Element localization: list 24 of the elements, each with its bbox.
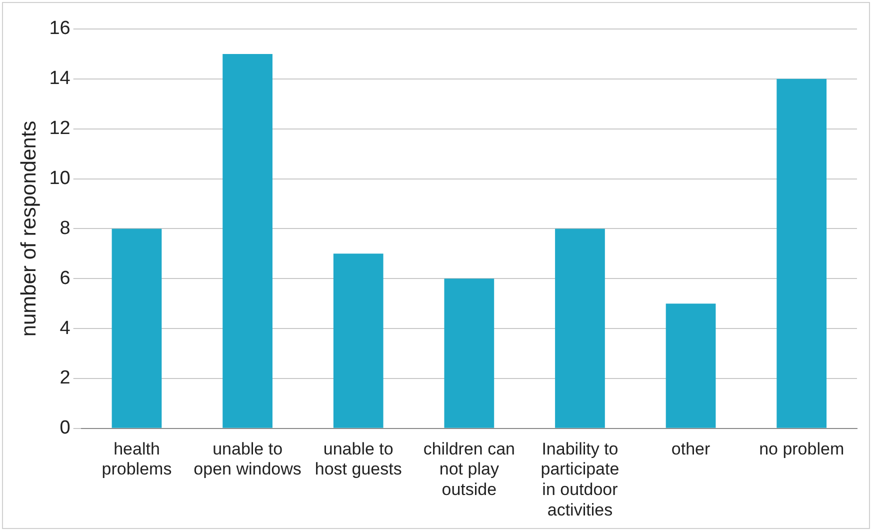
bar bbox=[112, 228, 162, 428]
x-tick-label: no problem bbox=[759, 439, 844, 458]
y-tick-label: 10 bbox=[49, 168, 70, 190]
bar bbox=[555, 228, 605, 428]
y-tick-label: 6 bbox=[60, 268, 70, 289]
y-axis-title: number of respondents bbox=[17, 120, 40, 337]
x-tick-label: unable to host guests bbox=[314, 439, 402, 479]
y-tick-label: 16 bbox=[49, 18, 70, 40]
y-tick-label: 14 bbox=[49, 68, 71, 90]
x-tick-label: children can not play outside bbox=[423, 439, 516, 500]
x-tick-label: Inability to participate in outdoor activities bbox=[540, 439, 620, 520]
x-tick-label: health problems bbox=[102, 439, 172, 479]
y-tick-label: 4 bbox=[60, 318, 71, 339]
bar bbox=[222, 54, 272, 428]
x-tick-label: unable to open windows bbox=[194, 439, 302, 479]
y-tick-label: 0 bbox=[60, 418, 70, 439]
y-tick-label: 8 bbox=[60, 218, 70, 239]
bar bbox=[776, 78, 827, 428]
x-tick-label: other bbox=[671, 439, 710, 458]
bar bbox=[666, 304, 716, 428]
bar bbox=[444, 278, 494, 428]
y-tick-label: 12 bbox=[49, 118, 70, 140]
y-tick-label: 2 bbox=[60, 368, 70, 389]
bar bbox=[333, 254, 384, 428]
